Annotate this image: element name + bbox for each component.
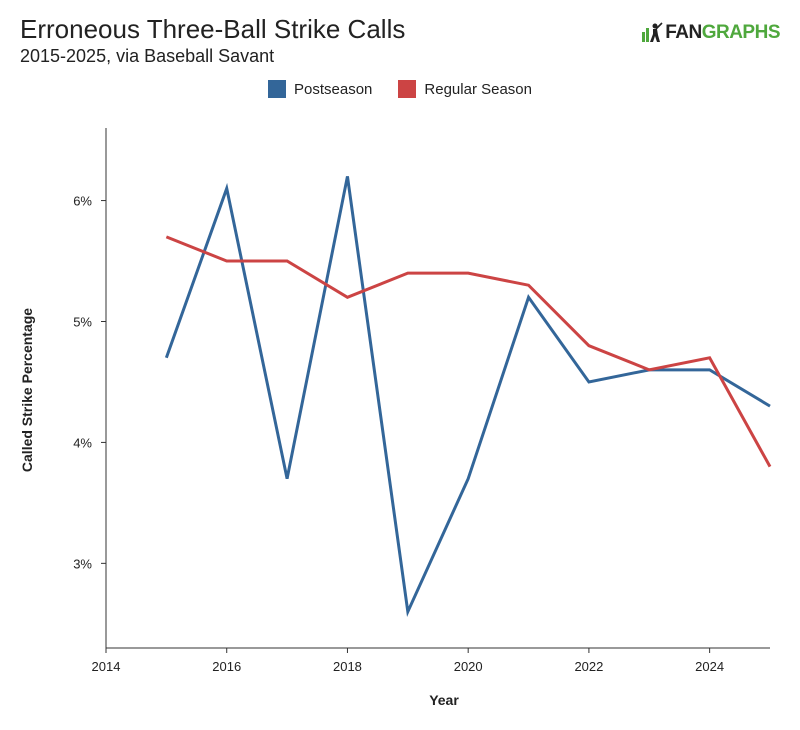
legend-label: Regular Season [424,80,532,98]
chart-subtitle: 2015-2025, via Baseball Savant [20,46,275,66]
legend-item-regular-season: Regular Season [398,80,532,98]
chart-title: Erroneous Three-Ball Strike Calls [20,14,406,44]
x-tick-label: 2018 [333,659,362,674]
logo-text-fan: FAN [665,22,702,43]
y-tick-label: 6% [73,194,92,209]
chart-legend: Postseason Regular Season [0,80,800,98]
y-tick-label: 3% [73,556,92,571]
series-line-regular-season [165,235,772,468]
x-tick-label: 2020 [454,659,483,674]
y-tick-label: 4% [73,435,92,450]
y-axis-title: Called Strike Percentage [19,308,35,472]
batter-icon [642,22,663,42]
legend-label: Postseason [294,80,373,98]
x-tick-label: 2016 [212,659,241,674]
legend-item-postseason: Postseason [268,80,372,98]
legend-swatch [268,80,287,98]
x-tick-label: 2022 [574,659,603,674]
y-tick-label: 5% [73,314,92,329]
series-line-postseason [164,176,771,618]
x-tick-label: 2024 [695,659,724,674]
x-axis-title: Year [429,692,459,708]
logo-text-graphs: GRAPHS [701,22,781,43]
legend-swatch [398,80,417,98]
fangraphs-logo[interactable]: FAN GRAPHS [641,22,781,44]
x-tick-label: 2014 [92,659,121,674]
